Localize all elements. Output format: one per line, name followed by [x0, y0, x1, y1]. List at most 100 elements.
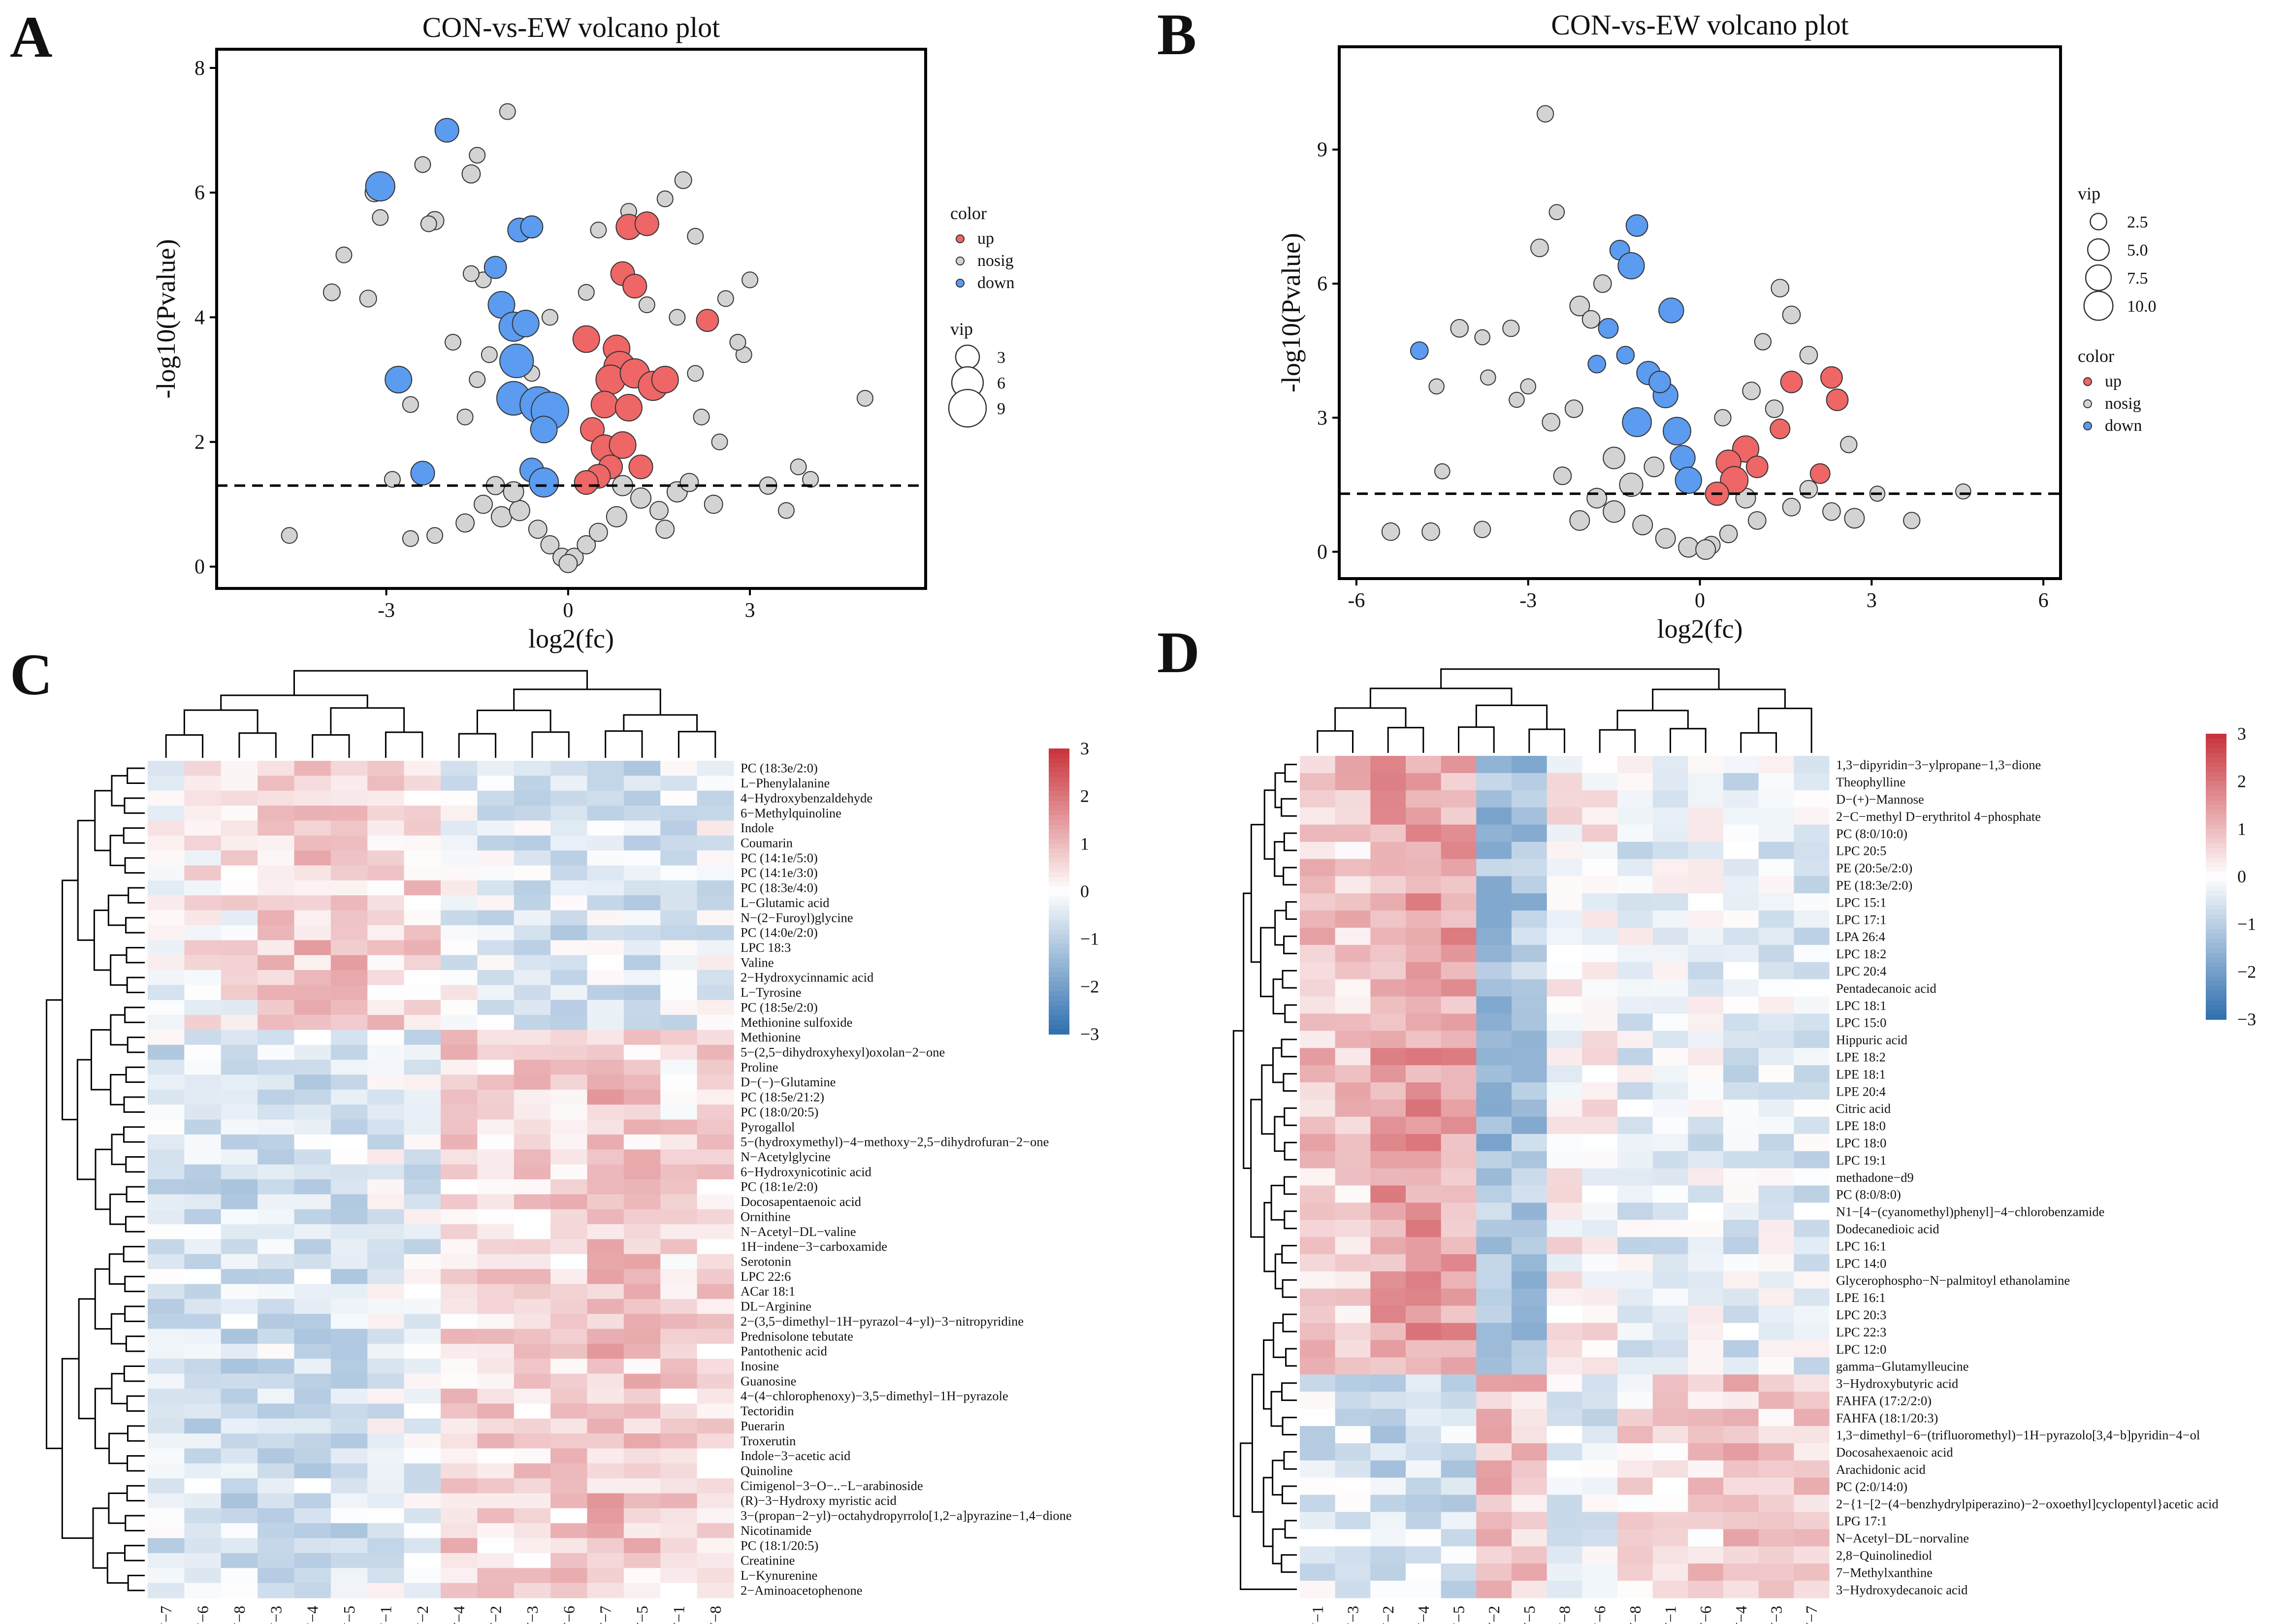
heatmap-cell	[441, 1418, 478, 1434]
heatmap-cell	[587, 1523, 624, 1539]
colorbar-tick-label: 0	[2237, 867, 2246, 886]
heatmap-cell	[367, 1060, 405, 1075]
heatmap-cell	[1476, 1116, 1512, 1135]
dendrogram-branch	[623, 714, 698, 732]
colorbar-segment	[1049, 758, 1069, 763]
heatmap-cell	[330, 1523, 368, 1539]
heatmap-cell	[1652, 859, 1688, 877]
column-label: CON−8	[230, 1606, 248, 1624]
heatmap-cell	[550, 925, 588, 941]
heatmap-cell	[330, 1269, 368, 1285]
heatmap-cell	[1688, 1581, 1724, 1598]
heatmap-cell	[1723, 1082, 1759, 1100]
heatmap-cell	[367, 970, 405, 985]
heatmap-cell	[660, 1209, 698, 1225]
heatmap-cell	[1406, 927, 1442, 945]
heatmap-cell	[1652, 773, 1688, 791]
colorbar-segment	[1049, 1001, 1069, 1006]
point-nosig	[1474, 329, 1490, 346]
heatmap-cell	[623, 1149, 661, 1165]
heatmap-cell	[1688, 824, 1724, 843]
heatmap-cell	[330, 1030, 368, 1045]
colorbar-segment	[2206, 895, 2226, 901]
heatmap-cell	[148, 1224, 185, 1240]
heatmap-cell	[294, 910, 331, 926]
heatmap-cell	[184, 850, 222, 866]
heatmap-cell	[1652, 1254, 1688, 1272]
heatmap-cell	[1441, 1168, 1477, 1186]
heatmap-cell	[1617, 1202, 1653, 1220]
heatmap-cell	[1476, 807, 1512, 825]
heatmap-cell	[441, 1074, 478, 1090]
heatmap-cell	[1547, 979, 1582, 997]
volcano-plot-b: CON-vs-EW volcano plot-6 -3 0 3 60369log2(fc…	[1276, 9, 2157, 644]
heatmap-cell	[1652, 1392, 1688, 1409]
heatmap-cell	[1300, 773, 1336, 791]
heatmap-cell	[697, 1209, 734, 1225]
heatmap-cell	[1723, 1563, 1759, 1581]
heatmap-cell	[1723, 1529, 1759, 1547]
dendrogram-branch	[1272, 1047, 1284, 1083]
heatmap-cell	[330, 1508, 368, 1524]
heatmap-cell	[550, 1389, 588, 1404]
heatmap-cell	[477, 925, 515, 941]
colorbar-segment	[1049, 981, 1069, 987]
heatmap-cell	[367, 865, 405, 881]
heatmap-cell	[623, 850, 661, 866]
heatmap-cell	[1617, 1065, 1653, 1083]
heatmap-cell	[514, 1030, 551, 1045]
heatmap-cell	[1335, 1512, 1371, 1530]
heatmap-cell	[1547, 1288, 1582, 1306]
heatmap-cell	[1441, 893, 1477, 911]
row-label: LPC 22:3	[1836, 1325, 1886, 1339]
heatmap-cell	[1441, 1288, 1477, 1306]
heatmap-cell	[1723, 893, 1759, 911]
heatmap-cell	[1723, 1116, 1759, 1135]
dendrogram-branch	[123, 1096, 145, 1113]
heatmap-cell	[1512, 1065, 1547, 1083]
heatmap-cell	[1547, 1013, 1582, 1031]
heatmap-cell	[1794, 979, 1830, 997]
heatmap-cell	[1794, 1151, 1830, 1169]
colorbar-segment	[1049, 934, 1069, 940]
row-label: N−Acetyl−DL−norvaline	[1836, 1531, 1969, 1546]
heatmap-cell	[1476, 1512, 1512, 1530]
dendrogram-branch	[605, 730, 643, 758]
heatmap-cell	[550, 1493, 588, 1509]
heatmap-cell	[258, 1448, 295, 1464]
heatmap-cell	[1652, 1546, 1688, 1564]
point-nosig	[717, 290, 734, 307]
column-label: CON−6	[194, 1606, 212, 1624]
heatmap-cell	[477, 1343, 515, 1359]
heatmap-cell	[330, 806, 368, 821]
heatmap-cell	[1441, 1512, 1477, 1530]
legend-color-title: color	[2078, 346, 2114, 366]
heatmap-cell	[1370, 859, 1406, 877]
heatmap-cell	[367, 1463, 405, 1479]
heatmap-cell	[1617, 1374, 1653, 1392]
heatmap-cell	[258, 820, 295, 836]
point-up	[696, 309, 719, 332]
heatmap-cell	[697, 1418, 734, 1434]
heatmap-cell	[1688, 1116, 1724, 1135]
heatmap-cell	[367, 1149, 405, 1165]
heatmap-cell	[367, 1224, 405, 1240]
dendrogram-branch	[165, 734, 204, 758]
heatmap-cell	[221, 1044, 258, 1060]
colorbar-segment	[2206, 838, 2226, 844]
heatmap-cell	[697, 1314, 734, 1330]
heatmap-cell	[367, 835, 405, 851]
heatmap-cell	[514, 850, 551, 866]
heatmap-cell	[1688, 1494, 1724, 1513]
colorbar-segment	[2206, 772, 2226, 777]
heatmap-cell	[1512, 1134, 1547, 1152]
heatmap-cell	[1512, 1271, 1547, 1289]
row-label: Arachidonic acid	[1836, 1462, 1926, 1477]
point-down	[1675, 466, 1702, 494]
heatmap-cell	[1547, 1168, 1582, 1186]
point-nosig	[1844, 508, 1865, 529]
heatmap-cell	[1406, 1082, 1442, 1100]
heatmap-cell	[550, 985, 588, 1001]
heatmap-cell	[1335, 1581, 1371, 1598]
heatmap-cell	[1794, 1185, 1830, 1203]
